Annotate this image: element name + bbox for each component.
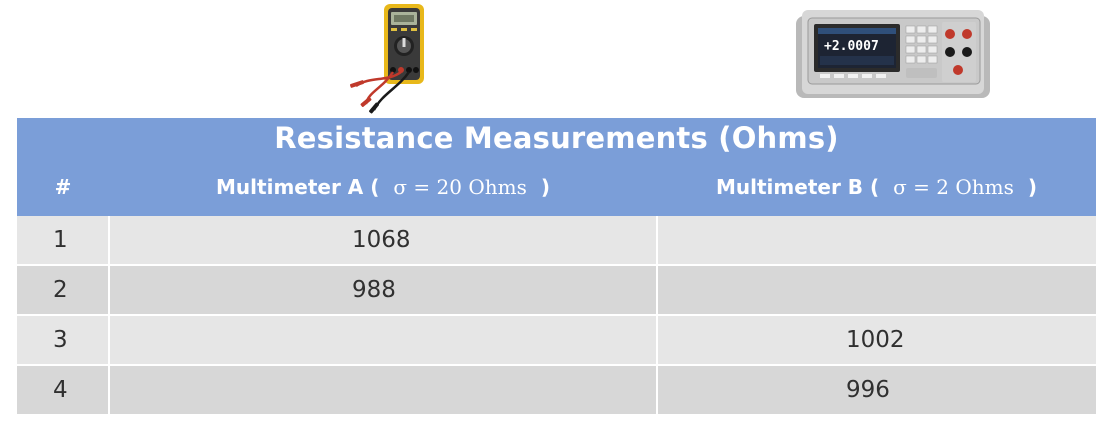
resistance-table: Resistance Measurements (Ohms) # Multime… bbox=[17, 118, 1096, 416]
table-row: 3 1002 bbox=[17, 315, 1096, 365]
measurement-table-container: Resistance Measurements (Ohms) # Multime… bbox=[17, 118, 1096, 416]
display-reading: +2.0007 bbox=[824, 39, 879, 54]
header-b-sigma: σ = 2 Ohms bbox=[893, 175, 1014, 199]
header-a-sigma: σ = 20 Ohms bbox=[393, 175, 527, 199]
handheld-multimeter-icon bbox=[349, 4, 424, 114]
row-number: 3 bbox=[17, 315, 110, 365]
header-multimeter-b: Multimeter B ( σ = 2 Ohms) bbox=[657, 158, 1096, 216]
cell-multimeter-b: 996 bbox=[657, 365, 1096, 415]
cell-multimeter-b: 1002 bbox=[657, 315, 1096, 365]
row-number: 1 bbox=[17, 216, 110, 265]
header-multimeter-a: Multimeter A ( σ = 20 Ohms) bbox=[109, 158, 657, 216]
row-number: 4 bbox=[17, 365, 110, 415]
table-row: 2 988 bbox=[17, 265, 1096, 315]
cell-multimeter-a: 988 bbox=[109, 265, 658, 315]
benchtop-multimeter-icon: +2.0007 bbox=[796, 10, 990, 98]
cell-multimeter-a bbox=[109, 365, 658, 415]
header-b-close: ) bbox=[1027, 175, 1037, 199]
header-b-label: Multimeter B ( bbox=[716, 175, 880, 199]
cell-multimeter-b bbox=[657, 216, 1096, 265]
cell-multimeter-a: 1068 bbox=[109, 216, 658, 265]
cell-multimeter-a bbox=[109, 315, 658, 365]
table-header-row: # Multimeter A ( σ = 20 Ohms) Multimeter … bbox=[17, 158, 1096, 216]
row-number: 2 bbox=[17, 265, 110, 315]
table-row: 1 1068 bbox=[17, 216, 1096, 265]
table-row: 4 996 bbox=[17, 365, 1096, 415]
table-title-row: Resistance Measurements (Ohms) bbox=[17, 118, 1096, 158]
table-title: Resistance Measurements (Ohms) bbox=[17, 118, 1096, 158]
header-a-label: Multimeter A ( bbox=[216, 175, 380, 199]
header-a-close: ) bbox=[540, 175, 550, 199]
cell-multimeter-b bbox=[657, 265, 1096, 315]
header-number: # bbox=[17, 158, 109, 216]
